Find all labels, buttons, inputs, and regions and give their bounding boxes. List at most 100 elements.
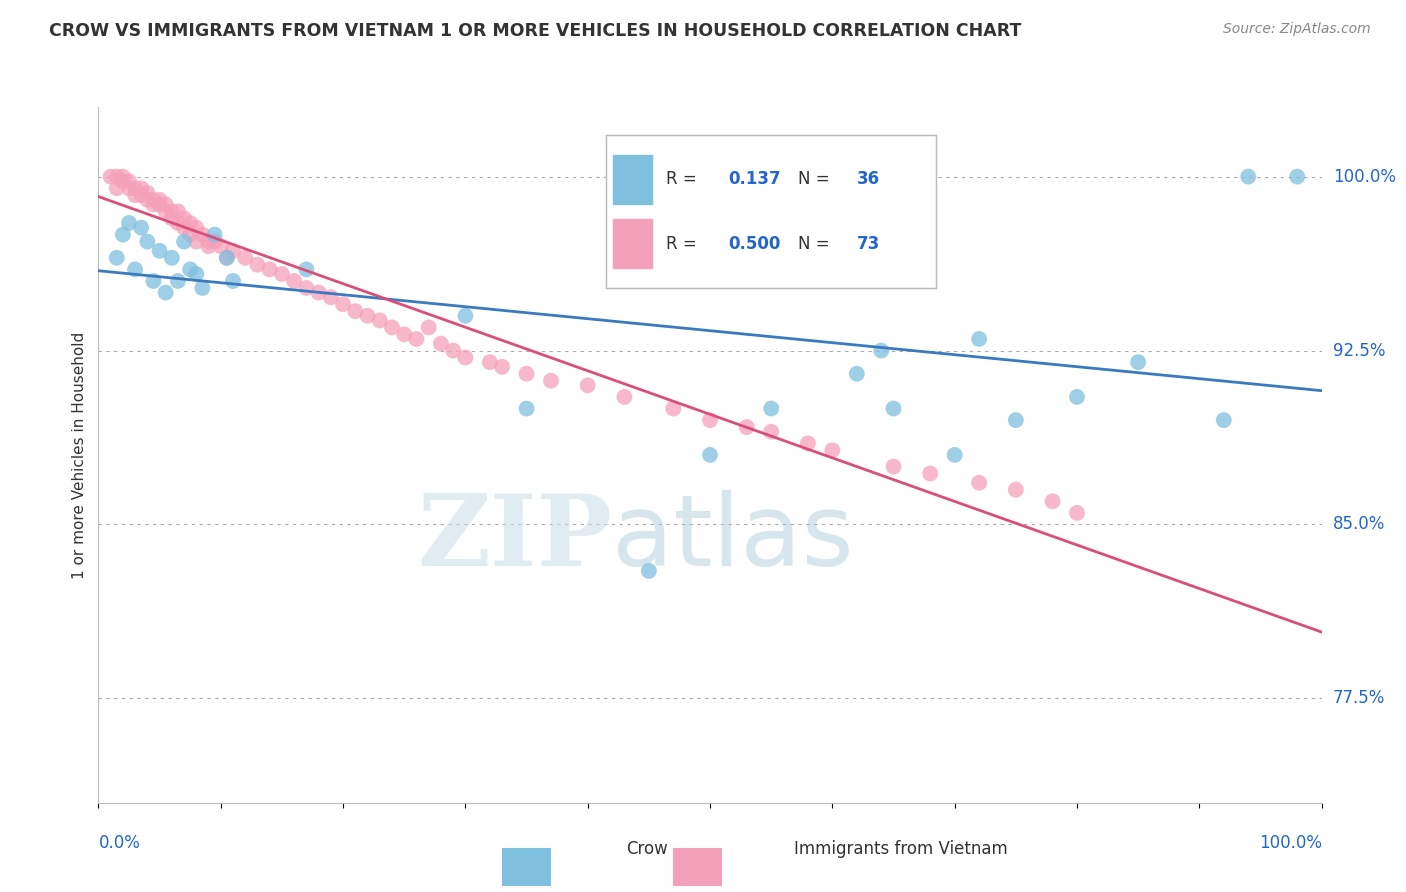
Point	[540, 374, 562, 388]
Point	[142, 197, 165, 211]
Point	[191, 227, 214, 242]
Point	[920, 467, 942, 481]
Point	[149, 244, 172, 258]
Point	[1042, 494, 1064, 508]
Point	[344, 304, 367, 318]
Point	[118, 216, 141, 230]
Point	[142, 193, 165, 207]
Point	[735, 420, 758, 434]
Point	[478, 355, 501, 369]
Point	[129, 188, 152, 202]
Point	[368, 313, 391, 327]
Point	[191, 281, 214, 295]
Point	[259, 262, 281, 277]
Point	[215, 251, 238, 265]
Point	[209, 239, 232, 253]
Point	[1004, 483, 1026, 497]
Point	[105, 251, 128, 265]
Point	[381, 320, 404, 334]
Point	[576, 378, 599, 392]
Point	[332, 297, 354, 311]
Point	[246, 258, 269, 272]
Point	[1128, 355, 1150, 369]
Point	[1286, 169, 1309, 184]
Point	[222, 244, 245, 258]
Point	[295, 281, 318, 295]
Point	[222, 274, 245, 288]
Point	[111, 227, 134, 242]
Point	[179, 216, 201, 230]
Point	[1212, 413, 1234, 427]
Point	[160, 251, 183, 265]
Point	[1066, 506, 1088, 520]
Text: CROW VS IMMIGRANTS FROM VIETNAM 1 OR MORE VEHICLES IN HOUSEHOLD CORRELATION CHAR: CROW VS IMMIGRANTS FROM VIETNAM 1 OR MOR…	[49, 22, 1022, 40]
Point	[883, 401, 905, 416]
Text: 100.0%: 100.0%	[1333, 168, 1396, 186]
Point	[105, 169, 128, 184]
Point	[197, 239, 219, 253]
Point	[160, 204, 183, 219]
Point	[418, 320, 440, 334]
Point	[155, 285, 177, 300]
Point	[233, 251, 256, 265]
Point	[136, 186, 159, 200]
Point	[392, 327, 416, 342]
Text: 92.5%: 92.5%	[1333, 342, 1385, 359]
Point	[1066, 390, 1088, 404]
Point	[124, 262, 146, 277]
Point	[197, 235, 219, 249]
Text: Crow: Crow	[626, 840, 668, 858]
Point	[699, 413, 721, 427]
Point	[270, 267, 294, 281]
Point	[516, 401, 538, 416]
Point	[295, 262, 318, 277]
Point	[491, 359, 513, 374]
Point	[136, 193, 159, 207]
Point	[870, 343, 893, 358]
Point	[319, 290, 342, 304]
Point	[516, 367, 538, 381]
Point	[943, 448, 966, 462]
Point	[1237, 169, 1260, 184]
Y-axis label: 1 or more Vehicles in Household: 1 or more Vehicles in Household	[72, 331, 87, 579]
Point	[967, 332, 990, 346]
Point	[186, 267, 208, 281]
Point	[356, 309, 378, 323]
Point	[129, 220, 152, 235]
Point	[100, 169, 122, 184]
Point	[430, 336, 453, 351]
Point	[454, 351, 477, 365]
Point	[111, 174, 134, 188]
Text: atlas: atlas	[612, 490, 853, 587]
Point	[118, 181, 141, 195]
Point	[797, 436, 820, 450]
Point	[845, 367, 868, 381]
Point	[186, 235, 208, 249]
Point	[149, 197, 172, 211]
Point	[179, 262, 201, 277]
Point	[204, 227, 226, 242]
Point	[167, 274, 190, 288]
Text: 85.0%: 85.0%	[1333, 516, 1385, 533]
Point	[124, 181, 146, 195]
Text: 100.0%: 100.0%	[1258, 834, 1322, 852]
Point	[173, 211, 195, 226]
Point	[215, 251, 238, 265]
Text: Immigrants from Vietnam: Immigrants from Vietnam	[794, 840, 1008, 858]
Text: 0.0%: 0.0%	[98, 834, 141, 852]
Point	[186, 220, 208, 235]
Point	[155, 197, 177, 211]
Point	[160, 211, 183, 226]
Point	[761, 425, 783, 439]
Point	[662, 401, 685, 416]
Point	[967, 475, 990, 490]
Point	[308, 285, 330, 300]
Point	[142, 274, 165, 288]
Point	[105, 181, 128, 195]
Point	[129, 181, 152, 195]
Point	[1004, 413, 1026, 427]
Point	[179, 227, 201, 242]
Point	[637, 564, 661, 578]
Point	[155, 204, 177, 219]
Point	[167, 216, 190, 230]
